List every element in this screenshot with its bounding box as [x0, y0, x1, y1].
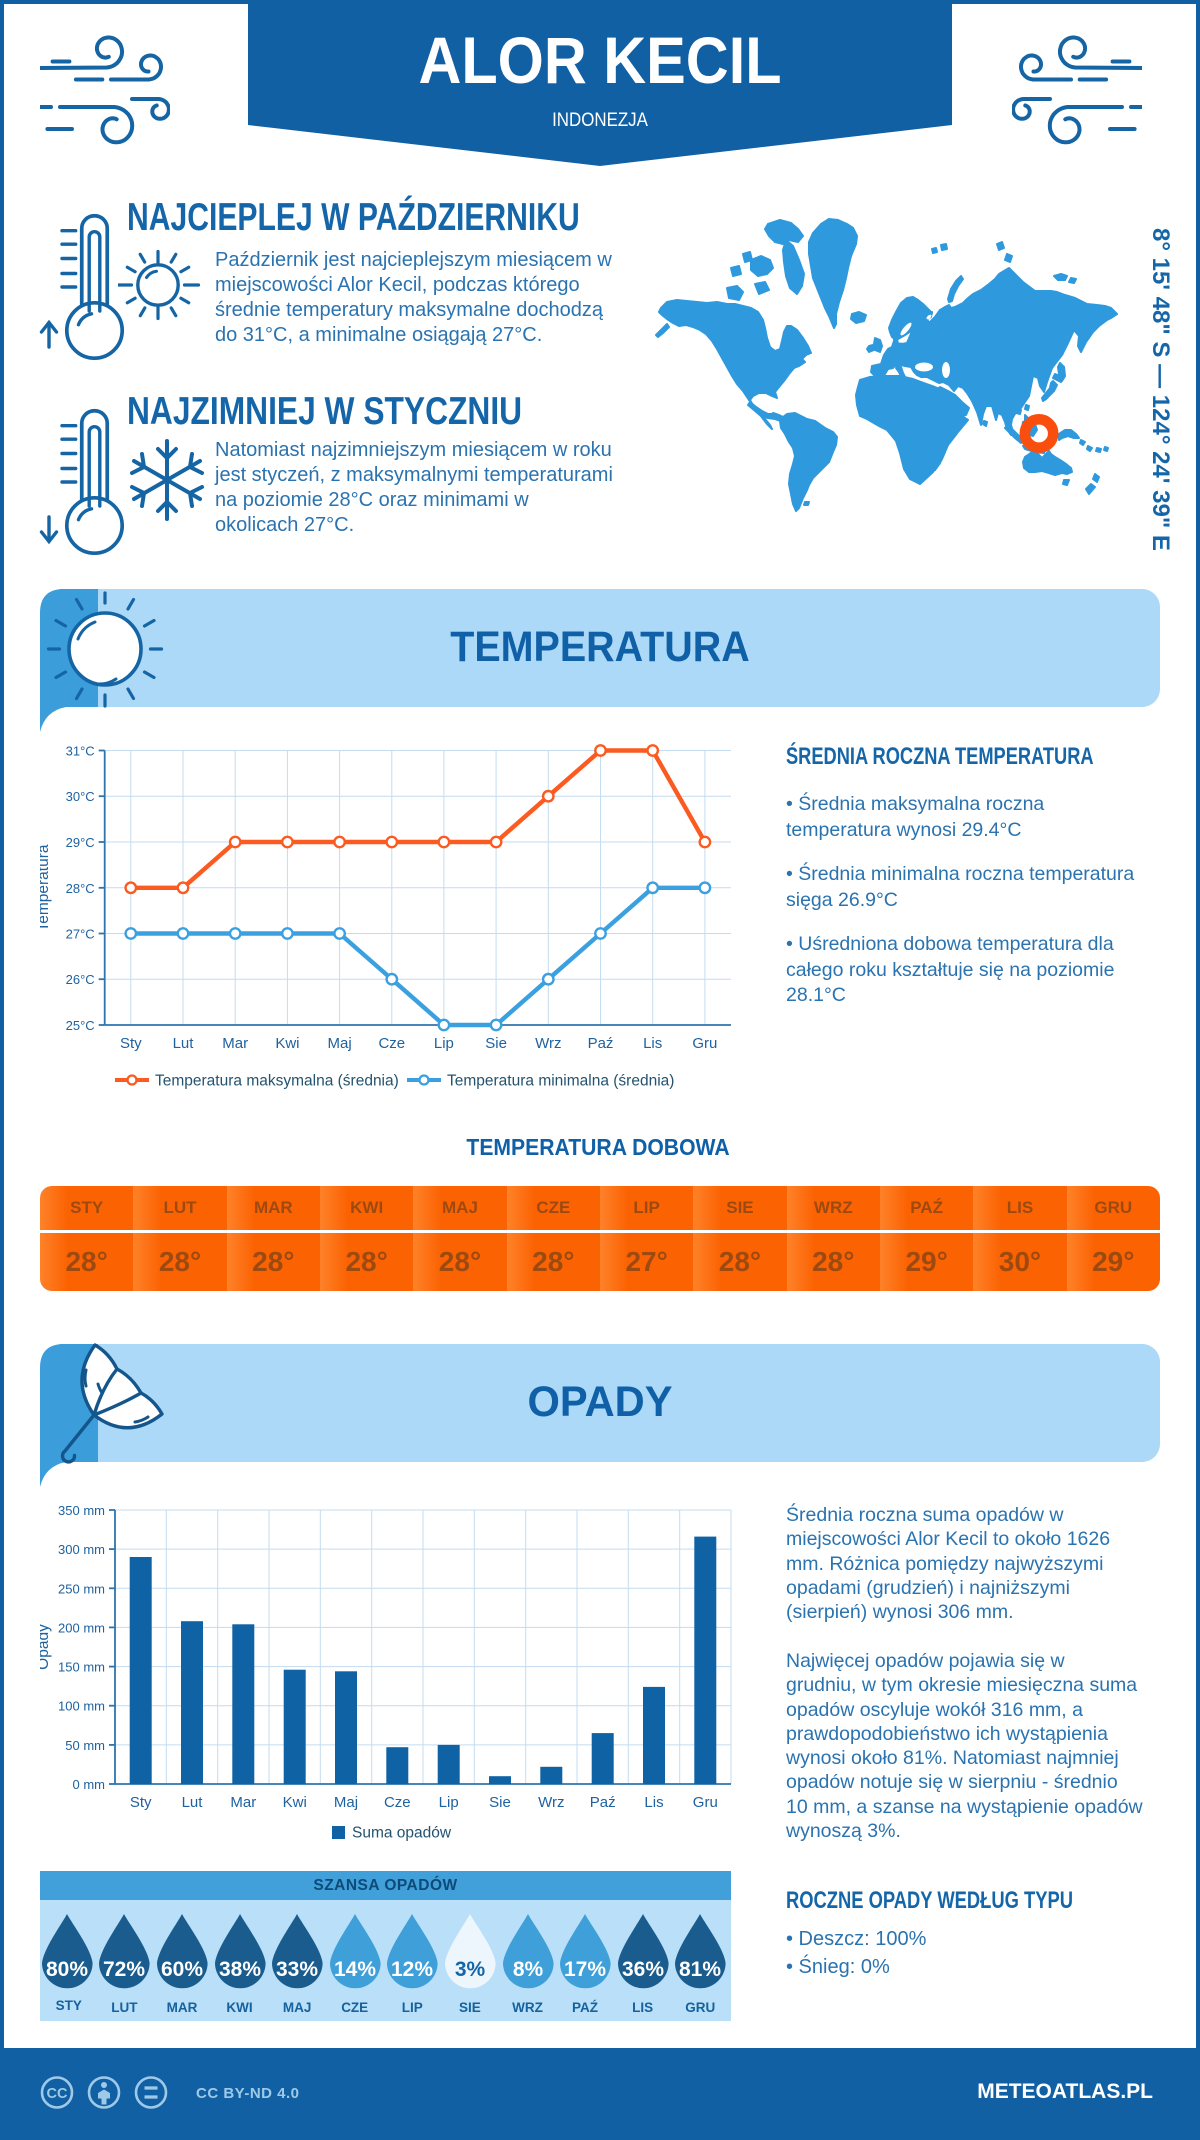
- svg-text:80%: 80%: [46, 1958, 88, 1981]
- svg-text:81%: 81%: [679, 1958, 721, 1981]
- svg-text:27°C: 27°C: [66, 927, 95, 942]
- svg-text:Lis: Lis: [643, 1035, 662, 1052]
- svg-text:3%: 3%: [455, 1958, 486, 1981]
- svg-text:Opady: Opady: [40, 1624, 52, 1670]
- svg-text:29°C: 29°C: [66, 835, 95, 850]
- svg-text:Lip: Lip: [439, 1794, 459, 1811]
- svg-text:200 mm: 200 mm: [58, 1620, 105, 1635]
- svg-text:50 mm: 50 mm: [65, 1738, 105, 1753]
- svg-text:60%: 60%: [161, 1958, 203, 1981]
- svg-text:Sie: Sie: [485, 1035, 507, 1052]
- svg-text:250 mm: 250 mm: [58, 1581, 105, 1596]
- svg-text:Lis: Lis: [644, 1794, 663, 1811]
- svg-text:350 mm: 350 mm: [58, 1503, 105, 1518]
- svg-text:Paź: Paź: [588, 1035, 614, 1052]
- svg-text:Suma opadów: Suma opadów: [352, 1825, 452, 1842]
- svg-text:Kwi: Kwi: [275, 1035, 299, 1052]
- svg-text:26°C: 26°C: [66, 972, 95, 987]
- svg-text:14%: 14%: [334, 1958, 376, 1981]
- svg-text:Gru: Gru: [692, 1035, 717, 1052]
- svg-text:Lut: Lut: [182, 1794, 204, 1811]
- svg-text:Temperatura maksymalna (średni: Temperatura maksymalna (średnia): [155, 1073, 399, 1090]
- svg-text:Sty: Sty: [120, 1035, 142, 1052]
- svg-text:Kwi: Kwi: [283, 1794, 307, 1811]
- svg-text:33%: 33%: [276, 1958, 318, 1981]
- svg-text:Wrz: Wrz: [535, 1035, 561, 1052]
- svg-text:300 mm: 300 mm: [58, 1542, 105, 1557]
- svg-text:28°C: 28°C: [66, 881, 95, 896]
- svg-text:8%: 8%: [512, 1958, 543, 1981]
- svg-text:Cze: Cze: [378, 1035, 405, 1052]
- svg-text:Wrz: Wrz: [538, 1794, 564, 1811]
- svg-text:31°C: 31°C: [66, 744, 95, 759]
- svg-text:25°C: 25°C: [66, 1018, 95, 1033]
- svg-text:150 mm: 150 mm: [58, 1660, 105, 1675]
- svg-text:72%: 72%: [103, 1958, 145, 1981]
- svg-text:Temperatura: Temperatura: [40, 844, 52, 931]
- svg-text:17%: 17%: [564, 1958, 606, 1981]
- svg-text:Lut: Lut: [173, 1035, 195, 1052]
- svg-text:100 mm: 100 mm: [58, 1699, 105, 1714]
- svg-text:Maj: Maj: [328, 1035, 352, 1052]
- svg-text:CC: CC: [47, 2086, 68, 2102]
- svg-text:30°C: 30°C: [66, 789, 95, 804]
- svg-text:Lip: Lip: [434, 1035, 454, 1052]
- svg-text:36%: 36%: [622, 1958, 664, 1981]
- svg-text:38%: 38%: [218, 1958, 260, 1981]
- svg-text:Gru: Gru: [693, 1794, 718, 1811]
- svg-text:Mar: Mar: [222, 1035, 248, 1052]
- svg-text:0 mm: 0 mm: [73, 1777, 106, 1792]
- svg-text:Mar: Mar: [230, 1794, 256, 1811]
- svg-text:Paź: Paź: [590, 1794, 616, 1811]
- svg-text:Cze: Cze: [384, 1794, 411, 1811]
- svg-text:Temperatura minimalna (średnia: Temperatura minimalna (średnia): [447, 1073, 674, 1090]
- svg-text:Sie: Sie: [489, 1794, 511, 1811]
- svg-text:12%: 12%: [391, 1958, 433, 1981]
- svg-text:Sty: Sty: [130, 1794, 152, 1811]
- svg-text:Maj: Maj: [334, 1794, 358, 1811]
